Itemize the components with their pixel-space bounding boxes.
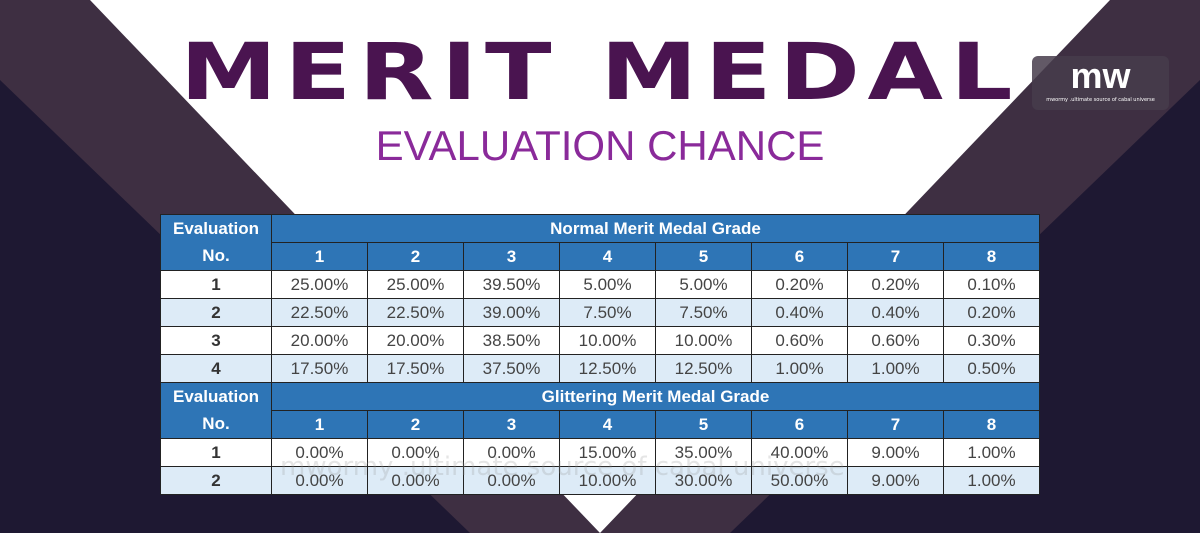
logo-tagline: mwormy .ultimate source of cabal univers… — [1046, 97, 1155, 103]
chance-cell: 1.00% — [847, 354, 944, 383]
chance-cell: 0.20% — [847, 270, 944, 299]
chance-cell: 0.40% — [751, 298, 848, 327]
grade-header: 6 — [751, 410, 848, 439]
chance-cell: 10.00% — [559, 466, 656, 495]
grade-header: 4 — [559, 242, 656, 271]
header-row: Evaluation Normal Merit Medal Grade — [160, 214, 1040, 243]
chance-cell: 22.50% — [271, 298, 368, 327]
chance-cell: 0.60% — [751, 326, 848, 355]
grade-header: 1 — [271, 410, 368, 439]
chance-cell: 9.00% — [847, 466, 944, 495]
table-row: 1 25.00% 25.00% 39.50% 5.00% 5.00% 0.20% 0.20% 0… — [160, 270, 1040, 299]
logo: mw mwormy .ultimate source of cabal univ… — [1032, 56, 1169, 110]
grade-header: 3 — [463, 242, 560, 271]
chance-cell: 0.00% — [367, 466, 464, 495]
chance-cell: 1.00% — [943, 438, 1040, 467]
chance-cell: 35.00% — [655, 438, 752, 467]
chance-cell: 0.00% — [271, 438, 368, 467]
evaluation-no: 3 — [160, 326, 272, 355]
chance-cell: 0.00% — [271, 466, 368, 495]
logo-mark: mw — [1070, 55, 1131, 96]
chance-cell: 25.00% — [271, 270, 368, 299]
page-title: MERIT MEDAL — [179, 28, 1021, 118]
chance-cell: 40.00% — [751, 438, 848, 467]
grade-header-row: No. 1 2 3 4 5 6 7 8 — [160, 410, 1040, 439]
chance-cell: 0.00% — [367, 438, 464, 467]
grade-header: 1 — [271, 242, 368, 271]
page-subtitle: EVALUATION CHANCE — [375, 122, 825, 169]
table-row: 2 22.50% 22.50% 39.00% 7.50% 7.50% 0.40% 0.40% 0… — [160, 298, 1040, 327]
chance-cell: 20.00% — [271, 326, 368, 355]
chance-cell: 12.50% — [559, 354, 656, 383]
chance-cell: 5.00% — [559, 270, 656, 299]
chance-cell: 38.50% — [463, 326, 560, 355]
chance-cell: 12.50% — [655, 354, 752, 383]
chance-cell: 50.00% — [751, 466, 848, 495]
grade-header: 2 — [367, 242, 464, 271]
chance-cell: 39.00% — [463, 298, 560, 327]
grade-header: 5 — [655, 410, 752, 439]
header-row: Evaluation Glittering Merit Medal Grade — [160, 382, 1040, 411]
evaluation-no: 1 — [160, 270, 272, 299]
grade-header: 7 — [847, 410, 944, 439]
chance-cell: 0.60% — [847, 326, 944, 355]
grade-header: 8 — [943, 242, 1040, 271]
chance-cell: 1.00% — [751, 354, 848, 383]
chance-cell: 20.00% — [367, 326, 464, 355]
chance-cell: 25.00% — [367, 270, 464, 299]
chance-cell: 7.50% — [655, 298, 752, 327]
evaluation-no: 4 — [160, 354, 272, 383]
chance-cell: 37.50% — [463, 354, 560, 383]
chance-cell: 15.00% — [559, 438, 656, 467]
chance-cell: 0.20% — [943, 298, 1040, 327]
chance-cell: 17.50% — [271, 354, 368, 383]
chance-cell: 22.50% — [367, 298, 464, 327]
chance-cell: 0.00% — [463, 438, 560, 467]
table-row: 1 0.00% 0.00% 0.00% 15.00% 35.00% 40.00% 9.00% 1… — [160, 438, 1040, 467]
evaluation-no-header: No. — [160, 242, 272, 271]
chance-cell: 10.00% — [655, 326, 752, 355]
chance-cell: 7.50% — [559, 298, 656, 327]
grade-header: 6 — [751, 242, 848, 271]
chance-cell: 0.40% — [847, 298, 944, 327]
chance-cell: 0.00% — [463, 466, 560, 495]
chance-cell: 30.00% — [655, 466, 752, 495]
grade-header: 4 — [559, 410, 656, 439]
table-row: 3 20.00% 20.00% 38.50% 10.00% 10.00% 0.60% 0.60… — [160, 326, 1040, 355]
chance-cell: 0.20% — [751, 270, 848, 299]
grade-header-row: No. 1 2 3 4 5 6 7 8 — [160, 242, 1040, 271]
table-row: 4 17.50% 17.50% 37.50% 12.50% 12.50% 1.00% 1.00… — [160, 354, 1040, 383]
evaluation-chance-table: Evaluation Normal Merit Medal Grade No. 1 2 3… — [160, 214, 1040, 495]
chance-cell: 9.00% — [847, 438, 944, 467]
chance-cell: 10.00% — [559, 326, 656, 355]
grade-header: 5 — [655, 242, 752, 271]
chance-cell: 17.50% — [367, 354, 464, 383]
grade-header: 8 — [943, 410, 1040, 439]
chance-cell: 0.30% — [943, 326, 1040, 355]
grade-header: 2 — [367, 410, 464, 439]
table-row: 2 0.00% 0.00% 0.00% 10.00% 30.00% 50.00% 9.00% 1… — [160, 466, 1040, 495]
evaluation-no: 2 — [160, 466, 272, 495]
chance-cell: 1.00% — [943, 466, 1040, 495]
chance-cell: 0.50% — [943, 354, 1040, 383]
grade-title: Glittering Merit Medal Grade — [271, 382, 1040, 411]
evaluation-no-header: No. — [160, 410, 272, 439]
chance-cell: 39.50% — [463, 270, 560, 299]
evaluation-no: 2 — [160, 298, 272, 327]
grade-title: Normal Merit Medal Grade — [271, 214, 1040, 243]
evaluation-no: 1 — [160, 438, 272, 467]
grade-header: 3 — [463, 410, 560, 439]
evaluation-header: Evaluation — [160, 382, 272, 411]
chance-cell: 0.10% — [943, 270, 1040, 299]
chance-cell: 5.00% — [655, 270, 752, 299]
evaluation-header: Evaluation — [160, 214, 272, 243]
grade-header: 7 — [847, 242, 944, 271]
